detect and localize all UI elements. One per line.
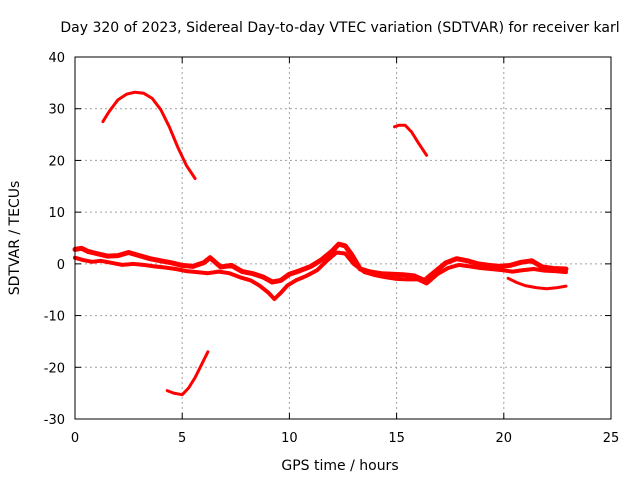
x-axis-label: GPS time / hours <box>281 458 398 474</box>
y-tick-label: -20 <box>44 361 65 376</box>
y-tick-label: -10 <box>44 310 65 325</box>
y-tick-label: 20 <box>48 154 65 169</box>
y-tick-label: 10 <box>48 206 65 221</box>
x-tick-label: 10 <box>281 431 298 446</box>
series-upper-arc-2 <box>393 123 429 157</box>
y-tick-label: 0 <box>57 258 65 273</box>
series-main-band-lower <box>73 250 568 301</box>
y-axis-label: SDTVAR / TECUs <box>7 181 23 296</box>
series-lower-arc-2 <box>506 276 568 291</box>
x-tick-label: 25 <box>603 431 620 446</box>
series-upper-arc-1 <box>101 90 197 180</box>
y-tick-label: -30 <box>44 413 65 428</box>
y-tick-label: 30 <box>48 103 65 118</box>
series-main-band-upper <box>72 241 569 285</box>
plot-frame <box>74 56 612 420</box>
tick-layer: 0 5 10 15 20 25 -30 -20 -10 0 10 20 30 40 <box>44 51 620 446</box>
y-tick-label: 40 <box>48 51 65 66</box>
chart-title: Day 320 of 2023, Sidereal Day-to-day VTE… <box>60 20 619 36</box>
series-lower-arc-1 <box>165 350 210 397</box>
x-tick-label: 5 <box>178 431 186 446</box>
series-layer <box>72 90 569 397</box>
x-tick-label: 0 <box>71 431 79 446</box>
x-tick-label: 15 <box>388 431 405 446</box>
x-tick-label: 20 <box>496 431 513 446</box>
